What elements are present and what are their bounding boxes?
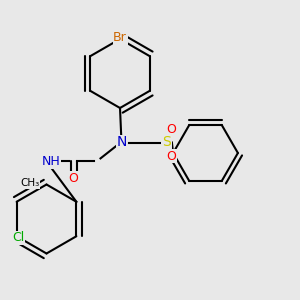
Text: NH: NH: [42, 155, 60, 168]
Text: O: O: [69, 172, 78, 185]
Text: CH₃: CH₃: [21, 178, 40, 188]
Text: Br: Br: [113, 31, 127, 44]
Text: Cl: Cl: [12, 231, 24, 244]
Text: O: O: [167, 149, 176, 163]
Text: O: O: [167, 122, 176, 136]
Text: N: N: [116, 136, 127, 149]
Text: S: S: [162, 136, 171, 149]
